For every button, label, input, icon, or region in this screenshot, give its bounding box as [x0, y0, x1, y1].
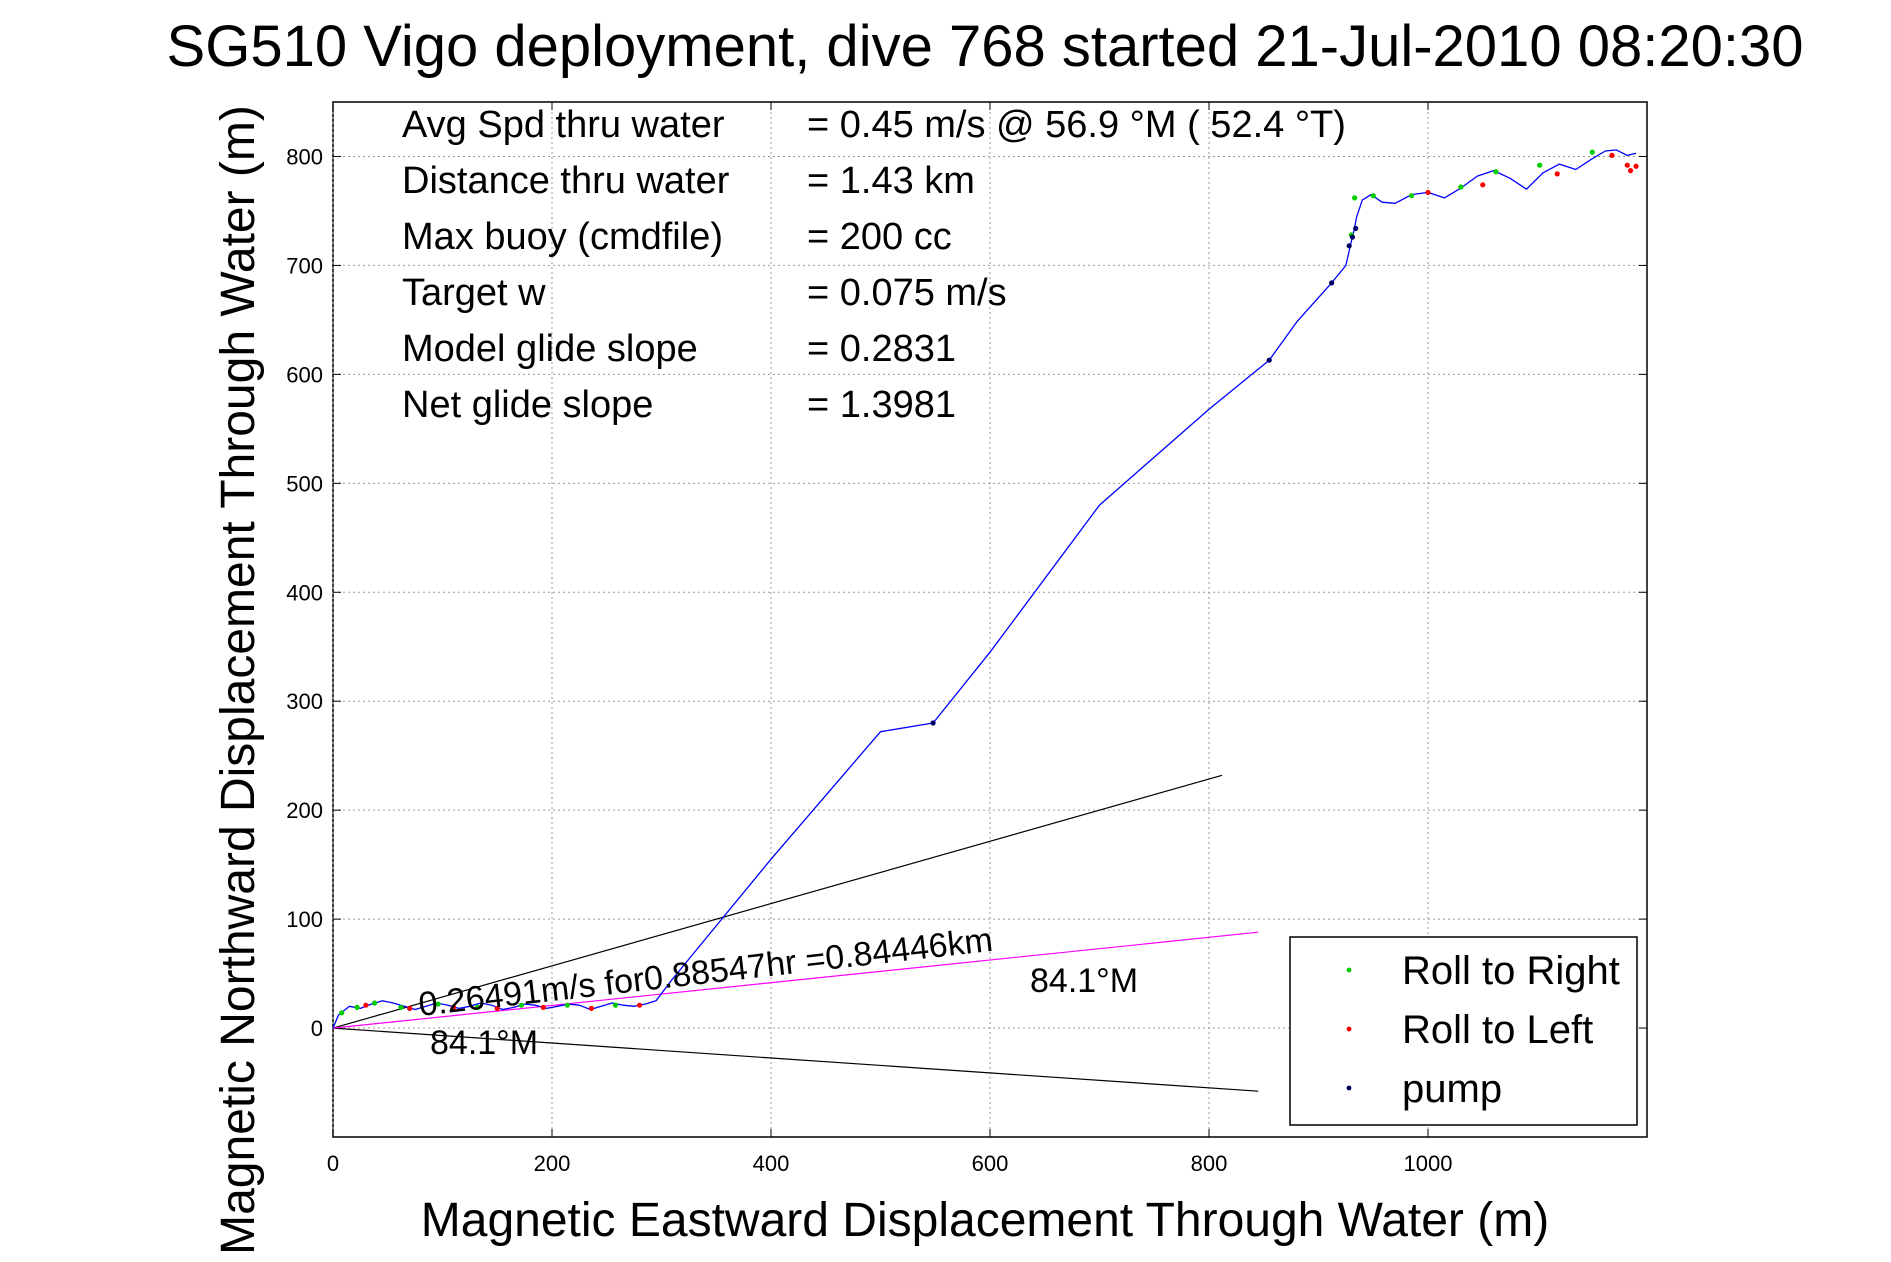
y-tick-label: 100 — [286, 907, 323, 932]
roll-left-point — [540, 1004, 546, 1010]
roll-left-point — [1609, 152, 1615, 158]
pump-point — [1346, 243, 1352, 249]
legend: Roll to Right Roll to Left pump — [1289, 936, 1638, 1126]
stat-label: Target w — [402, 272, 546, 314]
mean-vector-line — [332, 931, 1259, 1029]
heading-annotation-upper: 84.1°M — [1030, 962, 1138, 1000]
roll-right-point — [1537, 162, 1543, 168]
roll-right-point — [564, 1002, 570, 1008]
pump-point — [1266, 357, 1272, 363]
stat-label: Distance thru water — [402, 160, 730, 202]
roll-right-point — [474, 1004, 481, 1010]
pump-point — [1349, 234, 1356, 240]
y-tick-label: 500 — [286, 471, 323, 496]
lower-bound-line — [332, 1027, 1259, 1092]
y-tick-label: 200 — [286, 798, 323, 823]
y-tick-label: 700 — [286, 253, 323, 278]
stat-value: = 0.075 m/s — [807, 272, 1007, 314]
stat-label: Net glide slope — [402, 384, 653, 426]
stat-label: Model glide slope — [402, 328, 698, 370]
pump-point — [1329, 280, 1335, 286]
legend-label: Roll to Left — [1402, 1008, 1593, 1052]
track-line — [332, 149, 1637, 1029]
roll-left-point — [1633, 163, 1639, 169]
roll-left-point — [1480, 182, 1486, 188]
legend-label: Roll to Right — [1402, 949, 1620, 993]
y-tick-label: 0 — [311, 1016, 323, 1041]
roll-left-point — [637, 1002, 643, 1008]
legend-marker — [1346, 967, 1352, 973]
roll-left-point — [494, 1005, 500, 1012]
roll-right-point — [339, 1010, 345, 1016]
x-tick-label: 200 — [534, 1151, 571, 1176]
roll-right-point — [1352, 195, 1358, 201]
roll-left-point — [1627, 168, 1634, 174]
stat-value: = 0.2831 — [807, 328, 956, 370]
roll-left-point — [450, 1004, 457, 1010]
stat-value: = 1.3981 — [807, 384, 956, 426]
x-axis-label: Magnetic Eastward Displacement Through W… — [421, 1194, 1549, 1247]
x-tick-label: 800 — [1191, 1151, 1228, 1176]
stat-value: = 0.45 m/s @ 56.9 °M ( 52.4 °T) — [807, 104, 1346, 146]
grid-lines — [332, 102, 1647, 1137]
roll-right-point — [372, 1000, 378, 1006]
pump-point — [930, 720, 936, 726]
x-tick-label: 400 — [753, 1151, 790, 1176]
upper-bound-line — [332, 774, 1223, 1029]
y-tick-label: 600 — [286, 362, 323, 387]
legend-marker — [1346, 1085, 1352, 1091]
axis-ticks: 0 200 400 600 800 1000 0 100 200 300 400 500 600 700 8… — [286, 102, 1647, 1176]
roll-right-point — [435, 1001, 441, 1007]
roll-left-point — [1554, 171, 1560, 177]
y-tick-label: 300 — [286, 689, 323, 714]
heading-annotation-lower: 84.1°M — [430, 1024, 538, 1062]
roll-left-point — [1425, 189, 1431, 196]
roll-left-point — [588, 1005, 595, 1012]
x-tick-label: 0 — [327, 1151, 339, 1176]
chart-title: SG510 Vigo deployment, dive 768 started … — [167, 14, 1804, 79]
roll-left-point — [407, 1005, 413, 1012]
x-tick-label: 600 — [972, 1151, 1009, 1176]
stat-value: = 200 cc — [807, 216, 952, 258]
roll-left-point — [363, 1002, 369, 1008]
roll-right-point — [354, 1004, 360, 1010]
roll-right-point — [518, 1002, 524, 1008]
roll-right-point — [1370, 193, 1376, 199]
pump-point — [1353, 225, 1359, 231]
stats-block: Avg Spd thru water = 0.45 m/s @ 56.9 °M (… — [402, 104, 1346, 426]
roll-right-point — [612, 1002, 619, 1008]
roll-right-point — [1589, 149, 1595, 155]
x-tick-label: 1000 — [1404, 1151, 1453, 1176]
legend-label: pump — [1402, 1067, 1502, 1111]
y-tick-label: 400 — [286, 580, 323, 605]
roll-right-point — [1408, 193, 1415, 199]
legend-marker — [1346, 1026, 1352, 1032]
roll-right-point — [1458, 184, 1464, 190]
roll-left-point — [1624, 162, 1630, 168]
data-series — [332, 149, 1639, 1092]
roll-right-point — [398, 1004, 404, 1010]
stat-label: Max buoy (cmdfile) — [402, 216, 723, 258]
y-axis-label: Magnetic Northward Displacement Through … — [212, 105, 265, 1255]
roll-right-point — [1493, 169, 1499, 175]
y-tick-label: 800 — [286, 144, 323, 169]
stat-label: Avg Spd thru water — [402, 104, 725, 146]
stat-value: = 1.43 km — [807, 160, 975, 202]
